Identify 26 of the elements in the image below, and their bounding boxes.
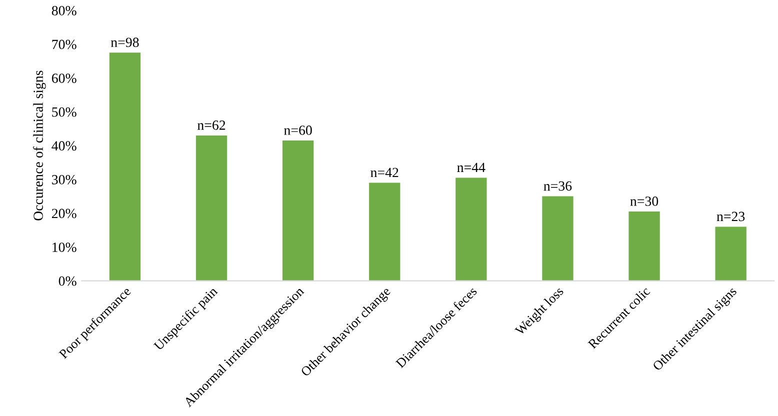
bar — [715, 226, 746, 281]
y-tick-label: 20% — [52, 208, 76, 218]
bar — [456, 178, 487, 281]
y-tick-label: 60% — [52, 74, 76, 83]
annotation: n=42 — [370, 168, 398, 178]
y-tick-label: 10% — [52, 242, 76, 252]
y-tick-label: 50% — [52, 107, 76, 117]
y-tick-label: 30% — [52, 174, 76, 184]
annotation: n=44 — [457, 162, 486, 172]
y-tick-label: 70% — [52, 40, 76, 50]
y-axis-title: Occurence of clinical signs — [33, 70, 46, 220]
annotation: n=98 — [110, 38, 139, 48]
annotation: n=62 — [198, 120, 226, 130]
annotation: n=23 — [716, 212, 745, 222]
bar — [109, 52, 141, 281]
annotation: n=36 — [544, 181, 572, 191]
y-tick-label: 80% — [52, 6, 76, 16]
annotation: n=60 — [284, 126, 312, 135]
bar — [196, 135, 228, 281]
y-tick-label: 40% — [52, 141, 76, 151]
bar — [282, 140, 314, 281]
bar — [369, 182, 400, 281]
y-tick-label: 0% — [58, 276, 76, 286]
annotation: n=30 — [630, 196, 658, 206]
bar — [628, 212, 660, 281]
bar — [542, 196, 574, 281]
